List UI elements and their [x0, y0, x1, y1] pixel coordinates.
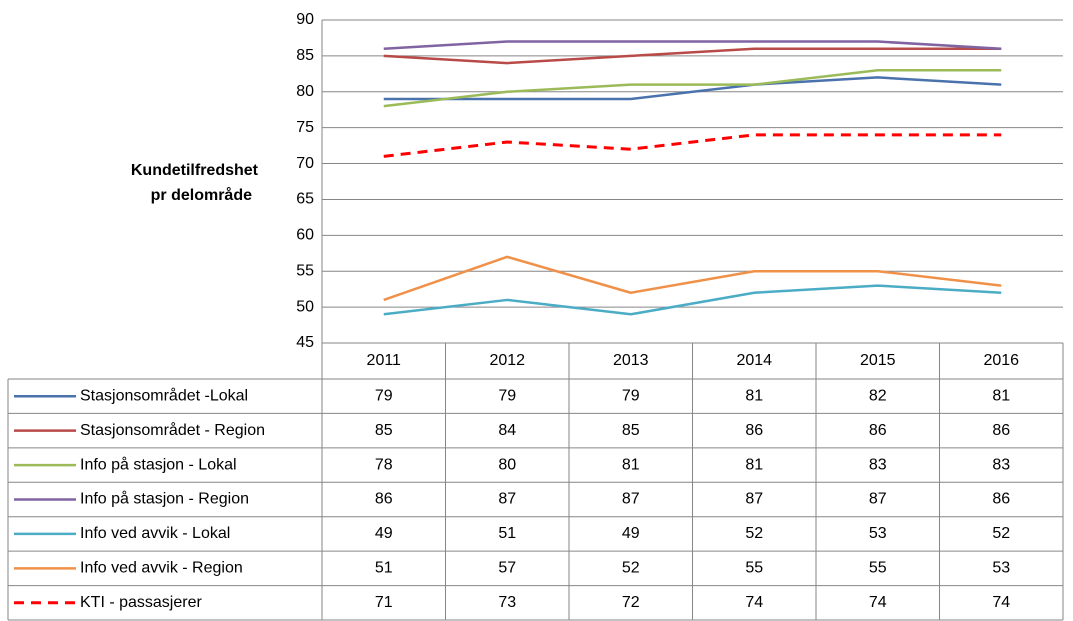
series-line: [383, 133, 1002, 158]
table-cell: 49: [375, 525, 393, 542]
legend-label: Stasjonsområdet - Region: [80, 421, 265, 439]
y-tick-label: 70: [296, 155, 314, 172]
table-cell: 79: [622, 387, 640, 404]
legend-label: Info ved avvik - Lokal: [80, 525, 230, 542]
legend-label: Info på stasjon - Region: [80, 490, 249, 508]
table-cell: 83: [992, 456, 1010, 473]
table-cell: 79: [498, 387, 516, 404]
table-cell: 73: [498, 594, 516, 611]
y-tick-label: 75: [296, 119, 314, 136]
table-cell: 82: [869, 387, 887, 404]
table-cell: 87: [498, 491, 516, 508]
table-cell: 86: [992, 491, 1010, 508]
y-tick-label: 85: [296, 47, 314, 64]
table-cell: 84: [498, 422, 516, 439]
legend-label: Stasjonsområdet -Lokal: [80, 386, 248, 404]
series-line: [383, 47, 1002, 65]
series-line: [383, 40, 1002, 50]
table-cell: 86: [375, 491, 393, 508]
table-cell: 85: [375, 422, 393, 439]
y-axis-label: Kundetilfredshet: [131, 162, 259, 179]
table-cell: 87: [622, 491, 640, 508]
x-tick-label: 2012: [489, 352, 525, 369]
x-tick-label: 2014: [736, 352, 772, 369]
table-cell: 74: [869, 594, 887, 611]
y-tick-label: 45: [296, 334, 314, 351]
table-cell: 53: [869, 525, 887, 542]
table-cell: 86: [992, 422, 1010, 439]
table-cell: 81: [992, 387, 1010, 404]
table-cell: 86: [745, 422, 763, 439]
table-cell: 51: [498, 525, 516, 542]
series-line: [383, 76, 1002, 101]
table-cell: 52: [992, 525, 1010, 542]
legend-label: Info ved avvik - Region: [80, 560, 243, 577]
table-cell: 83: [869, 456, 887, 473]
x-tick-label: 2016: [983, 352, 1019, 369]
y-tick-label: 80: [296, 83, 314, 100]
table-cell: 53: [992, 560, 1010, 577]
table-cell: 87: [869, 491, 887, 508]
legend-label: Info på stasjon - Lokal: [80, 455, 237, 473]
y-tick-label: 65: [296, 191, 314, 208]
table-cell: 57: [498, 560, 516, 577]
x-tick-label: 2015: [860, 352, 896, 369]
table-cell: 74: [992, 594, 1010, 611]
table-cell: 78: [375, 456, 393, 473]
table-cell: 74: [745, 594, 763, 611]
series-line: [383, 68, 1002, 108]
legend-label: KTI - passasjerer: [80, 594, 202, 611]
series-line: [383, 284, 1002, 316]
x-tick-label: 2011: [367, 352, 402, 369]
table-cell: 72: [622, 594, 640, 611]
table-cell: 81: [745, 387, 763, 404]
table-cell: 49: [622, 525, 640, 542]
table-cell: 52: [622, 560, 640, 577]
y-tick-label: 60: [296, 227, 314, 244]
table-cell: 55: [745, 560, 763, 577]
table-cell: 86: [869, 422, 887, 439]
table-cell: 79: [375, 387, 393, 404]
y-tick-label: 90: [296, 11, 314, 28]
table-cell: 81: [622, 456, 640, 473]
table-cell: 52: [745, 525, 763, 542]
table-cell: 71: [375, 594, 393, 611]
y-tick-label: 55: [296, 262, 314, 279]
table-cell: 80: [498, 456, 516, 473]
table-cell: 81: [745, 456, 763, 473]
table-cell: 87: [745, 491, 763, 508]
table-cell: 85: [622, 422, 640, 439]
y-tick-label: 50: [296, 298, 314, 315]
table-cell: 51: [375, 560, 393, 577]
y-axis-label: pr delområde: [151, 186, 252, 204]
x-tick-label: 2013: [613, 352, 649, 369]
table-cell: 55: [869, 560, 887, 577]
series-line: [383, 255, 1002, 302]
